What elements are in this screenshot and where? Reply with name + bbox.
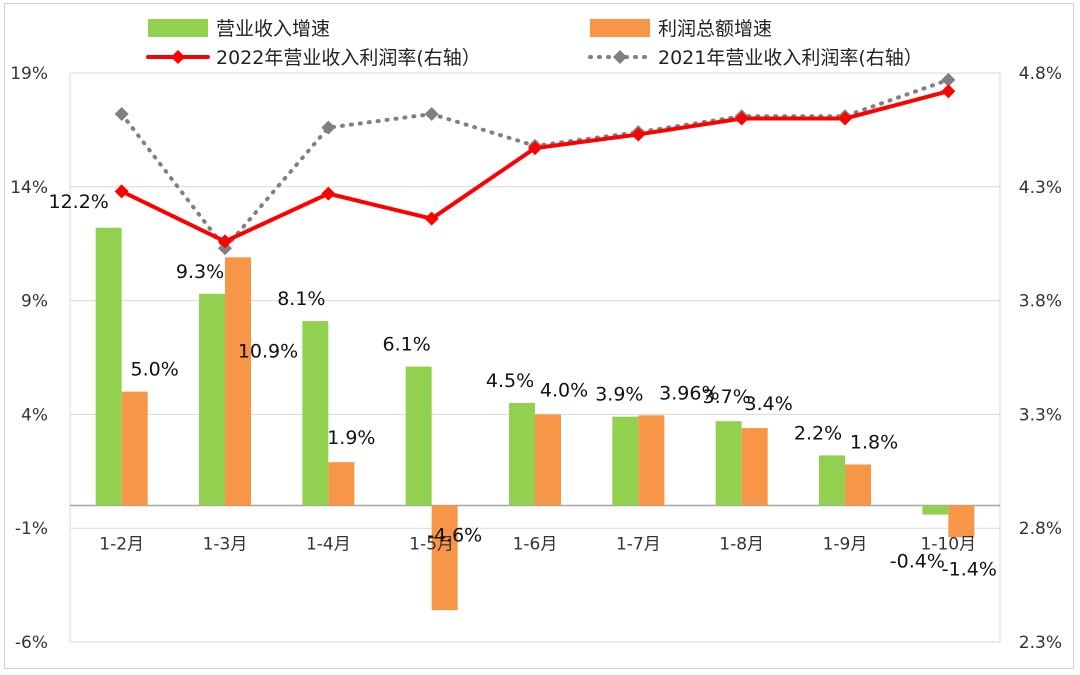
right-tick-label: 2.8% [1019, 519, 1062, 539]
left-tick-label: 14% [10, 178, 48, 198]
data-label: 10.9% [238, 340, 298, 362]
legend-label: 2022年营业收入利润率(右轴） [216, 47, 481, 69]
line-marker [321, 186, 336, 201]
bar [302, 321, 329, 506]
left-tick-label: 9% [21, 292, 48, 312]
data-label: 5.0% [131, 359, 179, 381]
bar [638, 415, 665, 506]
legend-label: 营业收入增速 [216, 18, 330, 40]
bar [715, 421, 742, 506]
bar [819, 455, 845, 506]
bar [199, 293, 225, 506]
bar [922, 505, 949, 515]
data-label: -1.4% [942, 558, 997, 580]
category-label: 1-10月 [921, 534, 977, 554]
line-marker [114, 184, 129, 199]
category-axis: 1-2月 1-3月 1-4月 1-5月 1-6月 1-7月 1-8月 1-9月 1-10月 [99, 534, 976, 554]
line-marker [424, 106, 439, 121]
data-label: 2.2% [794, 422, 842, 444]
data-label: 12.2% [48, 191, 108, 213]
line-marker [941, 72, 956, 87]
left-tick-label: -6% [15, 633, 48, 653]
data-label: 3.96% [659, 382, 719, 404]
left-tick-label: 19% [10, 64, 48, 84]
bar [121, 391, 148, 506]
right-tick-label: 3.3% [1019, 405, 1062, 425]
category-label: 1-2月 [99, 534, 144, 554]
left-tick-label: 4% [21, 405, 48, 425]
category-label: 1-5月 [409, 534, 454, 554]
right-axis: 4.8% 4.3% 3.8% 3.3% 2.8% 2.3% [1019, 64, 1062, 653]
legend-swatch [590, 19, 650, 37]
bars [95, 227, 975, 611]
category-label: 1-4月 [306, 534, 351, 554]
bar [405, 366, 432, 506]
bar [948, 505, 975, 538]
category-label: 1-8月 [719, 534, 764, 554]
line-marker [734, 111, 749, 126]
data-label: 9.3% [176, 261, 224, 283]
right-tick-label: 3.8% [1019, 292, 1062, 312]
bar [328, 462, 355, 506]
category-label: 1-9月 [823, 534, 868, 554]
data-label: 4.5% [486, 370, 534, 392]
category-label: 1-6月 [513, 534, 558, 554]
data-label: -4.6% [427, 524, 482, 546]
data-labels: 12.2% 9.3% 8.1% 6.1% 4.5% 3.9% 3.7% 2.2% -0.4% 5.… [48, 191, 996, 581]
bar [431, 505, 458, 611]
legend-label: 利润总额增速 [658, 18, 772, 40]
bar [845, 464, 871, 506]
line-2021 [119, 77, 951, 251]
line-marker [941, 84, 956, 99]
line-marker [838, 111, 852, 126]
data-label: 3.4% [745, 393, 793, 415]
data-label: 8.1% [277, 288, 325, 310]
line-marker [114, 106, 129, 121]
line-marker [321, 120, 336, 135]
right-tick-label: 4.3% [1019, 178, 1062, 198]
bar [509, 403, 535, 506]
legend-marker [613, 50, 627, 64]
bar [95, 227, 122, 506]
right-tick-label: 2.3% [1019, 633, 1062, 653]
line-marker [631, 127, 646, 142]
line-marker [528, 141, 542, 156]
lines [114, 72, 956, 256]
bar [612, 416, 639, 506]
data-label: 3.7% [703, 386, 751, 408]
category-label: 1-3月 [203, 534, 248, 554]
legend-label: 2021年营业收入利润率(右轴） [658, 47, 923, 69]
left-axis: 19% 14% 9% 4% -1% -6% [10, 64, 48, 653]
data-label: -0.4% [890, 550, 945, 572]
legend-marker [171, 50, 185, 64]
bar [225, 257, 251, 506]
data-label: 1.8% [850, 431, 898, 453]
category-label: 1-7月 [616, 534, 661, 554]
line-marker [424, 211, 439, 226]
data-label: 4.0% [540, 379, 588, 401]
data-label: 6.1% [383, 334, 431, 356]
line-2022 [119, 89, 951, 244]
left-tick-label: -1% [15, 519, 48, 539]
data-label: 1.9% [327, 427, 375, 449]
legend-swatch [148, 19, 208, 37]
line-marker [218, 234, 232, 249]
bar [535, 414, 561, 506]
legend: 营业收入增速 利润总额增速 2022年营业收入利润率(右轴） 2021年营业收入利润率… [146, 18, 923, 69]
chart-frame [4, 3, 1074, 669]
bar [741, 428, 768, 506]
data-label: 3.9% [595, 384, 643, 406]
right-tick-label: 4.8% [1019, 64, 1062, 84]
